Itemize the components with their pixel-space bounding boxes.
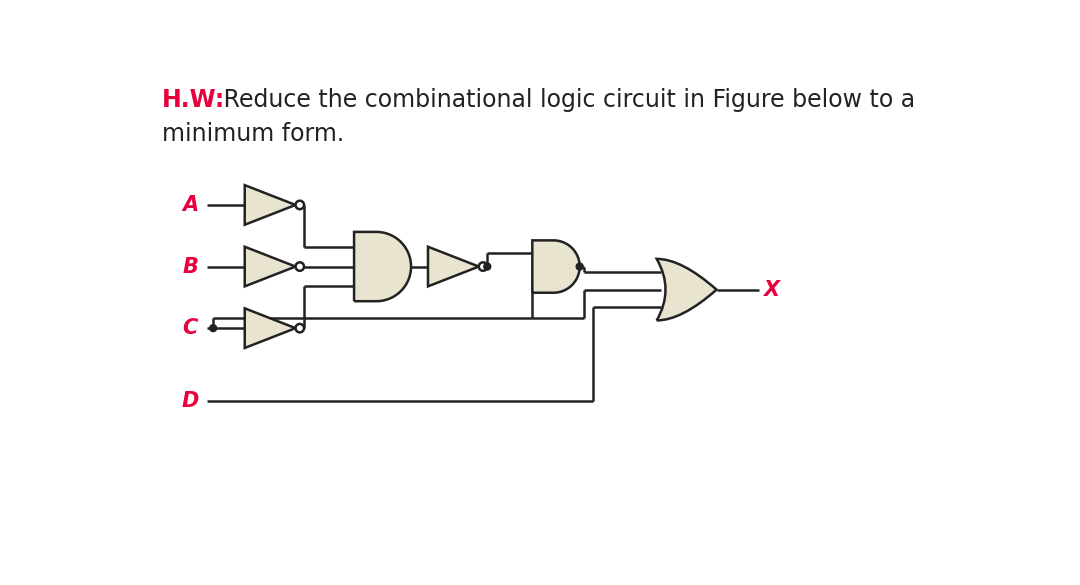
Circle shape: [478, 262, 487, 271]
Circle shape: [484, 263, 490, 270]
Polygon shape: [245, 308, 296, 348]
Polygon shape: [245, 185, 296, 225]
Circle shape: [296, 262, 305, 271]
Circle shape: [210, 325, 217, 332]
Text: B: B: [183, 257, 198, 277]
Text: Reduce the combinational logic circuit in Figure below to a: Reduce the combinational logic circuit i…: [216, 88, 916, 112]
PathPatch shape: [354, 232, 411, 301]
Text: minimum form.: minimum form.: [162, 122, 345, 146]
Text: D: D: [181, 391, 199, 411]
Circle shape: [296, 201, 305, 209]
Text: X: X: [762, 280, 779, 300]
Text: A: A: [183, 195, 198, 215]
PathPatch shape: [657, 259, 716, 321]
Circle shape: [577, 263, 583, 270]
Circle shape: [296, 324, 305, 332]
Text: H.W:: H.W:: [162, 88, 226, 112]
Polygon shape: [245, 247, 296, 287]
Text: C: C: [183, 318, 198, 338]
PathPatch shape: [532, 240, 580, 292]
Polygon shape: [428, 247, 478, 287]
